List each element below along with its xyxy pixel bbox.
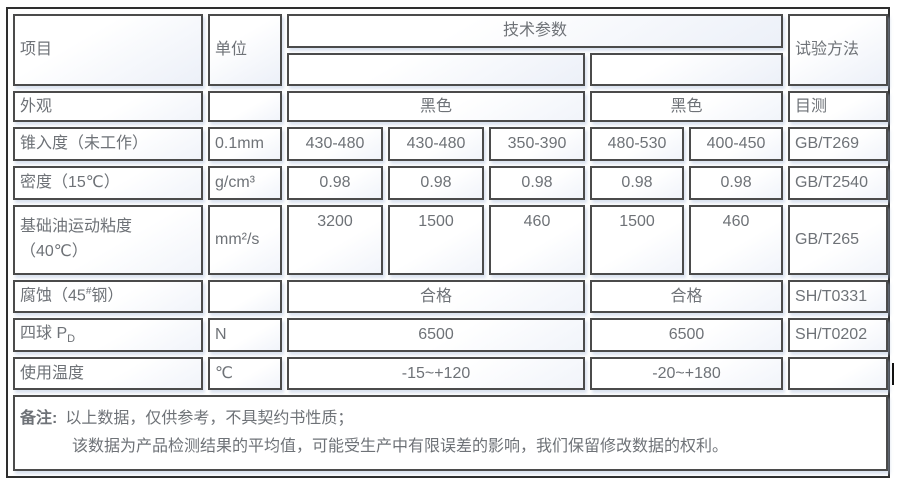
four-ball-label-pre: 四球 P: [20, 324, 68, 342]
penetration-label: 锥入度（未工作）: [13, 127, 203, 161]
footer-row: 备注: 以上数据，仅供参考，不具契约书性质； 该数据为产品检测结果的平均值，可能受…: [13, 395, 889, 471]
temperature-unit: ℃: [208, 357, 282, 390]
corrosion-label-pre: 腐蚀（45: [20, 287, 86, 305]
appearance-method: 目测: [788, 91, 889, 122]
four-ball-method: SH/T0202: [788, 318, 889, 352]
temperature-method: [788, 357, 889, 390]
row-viscosity: 基础油运动粘度 （40℃） mm²/s 3200 1500 460 1500 4…: [13, 205, 889, 275]
appearance-value-right: 黑色: [590, 91, 784, 122]
viscosity-unit: mm²/s: [208, 205, 282, 275]
penetration-value-3: 350-390: [489, 127, 585, 161]
spec-table-grid: 项目 单位 技术参数 试验方法 外观 黑色 黑色 目测 锥入度（未工作） 0.1…: [8, 9, 893, 476]
density-value-5: 0.98: [689, 166, 784, 200]
density-label: 密度（15℃）: [13, 166, 203, 200]
density-method: GB/T2540: [788, 166, 889, 200]
viscosity-value-2: 1500: [388, 205, 484, 275]
density-value-4: 0.98: [590, 166, 684, 200]
remarks-line-2: 该数据为产品检测结果的平均值，可能受生产中有限误差的影响，我们保留修改数据的权利…: [72, 438, 729, 455]
corrosion-value-right: 合格: [590, 280, 784, 313]
penetration-value-5: 400-450: [689, 127, 784, 161]
row-corrosion: 腐蚀（45#钢） 合格 合格 SH/T0331: [13, 280, 889, 313]
viscosity-label: 基础油运动粘度 （40℃）: [13, 205, 203, 275]
viscosity-label-line1: 基础油运动粘度: [20, 218, 133, 236]
row-density: 密度（15℃） g/cm³ 0.98 0.98 0.98 0.98 0.98 G…: [13, 166, 889, 200]
viscosity-value-5: 460: [689, 205, 784, 275]
four-ball-label: 四球 PD: [13, 318, 203, 352]
viscosity-label-line2: （40℃）: [20, 243, 88, 260]
four-ball-value-right: 6500: [590, 318, 784, 352]
viscosity-value-3: 460: [489, 205, 585, 275]
temperature-value-right: -20~+180: [590, 357, 784, 390]
remarks-block: 备注: 以上数据，仅供参考，不具契约书性质； 该数据为产品检测结果的平均值，可能受…: [13, 395, 889, 471]
subheader-right-cell: [590, 53, 784, 86]
remarks-line-1: 备注: 以上数据，仅供参考，不具契约书性质；: [20, 409, 881, 429]
appearance-label: 外观: [13, 91, 203, 122]
corrosion-value-left: 合格: [287, 280, 585, 313]
corrosion-label: 腐蚀（45#钢）: [13, 280, 203, 313]
viscosity-value-4: 1500: [590, 205, 684, 275]
col-header-unit: 单位: [208, 14, 282, 86]
spec-table: 项目 单位 技术参数 试验方法 外观 黑色 黑色 目测 锥入度（未工作） 0.1…: [6, 7, 890, 478]
row-temperature: 使用温度 ℃ -15~+120 -20~+180: [13, 357, 889, 390]
appearance-value-left: 黑色: [287, 91, 585, 122]
density-value-2: 0.98: [388, 166, 484, 200]
corrosion-method: SH/T0331: [788, 280, 889, 313]
density-unit: g/cm³: [208, 166, 282, 200]
col-header-tech-params: 技术参数: [287, 14, 784, 48]
penetration-value-2: 430-480: [388, 127, 484, 161]
remarks-label: 备注:: [20, 410, 58, 427]
corrosion-unit: [208, 280, 282, 313]
viscosity-method: GB/T265: [788, 205, 889, 275]
density-value-1: 0.98: [287, 166, 383, 200]
row-penetration: 锥入度（未工作） 0.1mm 430-480 430-480 350-390 4…: [13, 127, 889, 161]
density-value-3: 0.98: [489, 166, 585, 200]
penetration-value-4: 480-530: [590, 127, 684, 161]
subheader-left-cell: [287, 53, 585, 86]
viscosity-value-1: 3200: [287, 205, 383, 275]
corrosion-label-post: 钢）: [91, 287, 124, 305]
remarks-text-1: 以上数据，仅供参考，不具契约书性质；: [65, 410, 354, 427]
header-row-1: 项目 单位 技术参数 试验方法: [13, 14, 889, 86]
appearance-unit: [208, 91, 282, 122]
text-cursor-mark: [892, 363, 894, 385]
temperature-value-left: -15~+120: [287, 357, 585, 390]
penetration-unit: 0.1mm: [208, 127, 282, 161]
col-header-test-method: 试验方法: [788, 14, 889, 86]
row-appearance: 外观 黑色 黑色 目测: [13, 91, 889, 122]
penetration-value-1: 430-480: [287, 127, 383, 161]
header-row-2: [13, 53, 888, 86]
row-four-ball: 四球 PD N 6500 6500 SH/T0202: [13, 318, 889, 352]
four-ball-unit: N: [208, 318, 282, 352]
temperature-label: 使用温度: [13, 357, 203, 390]
four-ball-label-sub: D: [67, 332, 76, 345]
col-header-item: 项目: [13, 14, 203, 86]
four-ball-value-left: 6500: [287, 318, 585, 352]
penetration-method: GB/T269: [788, 127, 889, 161]
corrosion-label-sup: #: [85, 286, 92, 298]
